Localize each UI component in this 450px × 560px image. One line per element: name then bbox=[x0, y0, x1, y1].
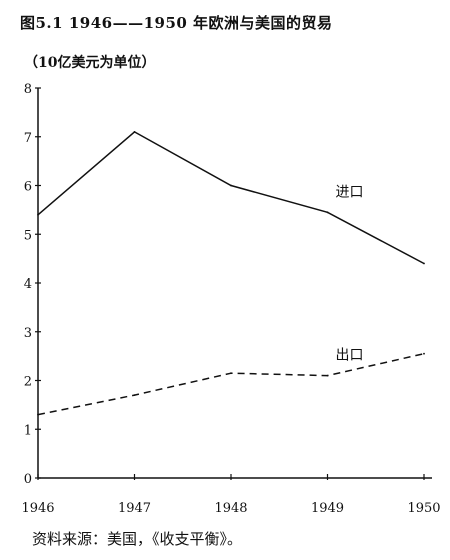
x-tick-label: 1947 bbox=[118, 501, 151, 516]
y-tick-label: 8 bbox=[24, 82, 32, 97]
data-point bbox=[133, 394, 136, 397]
data-point bbox=[133, 130, 136, 133]
series-label-imports: 进口 bbox=[336, 184, 364, 200]
x-tick-label: 1948 bbox=[214, 501, 247, 516]
series-label-exports: 出口 bbox=[336, 348, 364, 364]
data-point bbox=[230, 372, 232, 375]
series-line-exports bbox=[37, 352, 425, 416]
x-tick-label: 1946 bbox=[21, 501, 54, 516]
data-point bbox=[423, 352, 425, 355]
x-tick-label: 1950 bbox=[407, 501, 440, 516]
data-point bbox=[423, 262, 425, 265]
y-tick-label: 1 bbox=[24, 423, 32, 438]
data-point bbox=[37, 213, 39, 216]
data-point bbox=[37, 413, 39, 416]
figure-title: 图5.1 1946——1950 年欧洲与美国的贸易 bbox=[20, 14, 333, 32]
y-tick-label: 4 bbox=[24, 277, 32, 292]
series-line-imports bbox=[37, 130, 425, 265]
y-tick-label: 2 bbox=[24, 375, 32, 390]
x-tick-label: 1949 bbox=[311, 501, 344, 516]
y-tick-label: 6 bbox=[24, 180, 32, 195]
y-tick-label: 5 bbox=[24, 228, 32, 243]
y-tick-label: 0 bbox=[24, 472, 32, 487]
y-tick-label: 7 bbox=[24, 131, 32, 146]
y-tick-label: 3 bbox=[24, 326, 32, 341]
data-point bbox=[326, 374, 329, 377]
data-point bbox=[230, 184, 232, 187]
source-note: 资料来源：美国，《收支平衡》。 bbox=[32, 530, 243, 548]
data-point bbox=[326, 211, 329, 214]
unit-label: （10亿美元为单位） bbox=[24, 55, 156, 71]
